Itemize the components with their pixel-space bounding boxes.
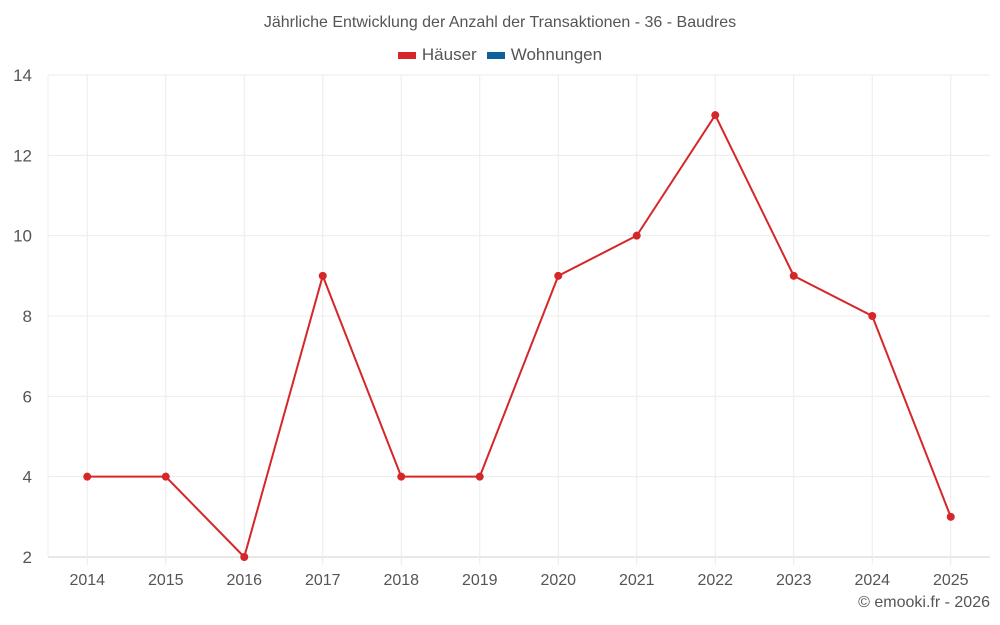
legend: Häuser Wohnungen xyxy=(0,45,1000,65)
x-tick-label: 2025 xyxy=(933,572,969,589)
y-tick-label: 4 xyxy=(23,468,32,487)
data-point[interactable] xyxy=(632,231,641,240)
legend-swatch-icon xyxy=(397,51,416,59)
x-tick-label: 2023 xyxy=(776,572,812,589)
legend-swatch-icon xyxy=(486,51,505,59)
legend-label: Wohnungen xyxy=(510,45,603,64)
x-tick-label: 2018 xyxy=(383,572,419,589)
legend-item-wohnungen[interactable]: Wohnungen xyxy=(486,45,603,65)
x-tick-label: 2014 xyxy=(69,572,105,589)
series-line xyxy=(87,113,952,559)
y-tick-label: 14 xyxy=(13,66,32,85)
legend-label: Häuser xyxy=(421,45,477,64)
y-tick-label: 2 xyxy=(23,548,32,567)
x-tick-label: 2016 xyxy=(226,572,262,589)
y-tick-label: 8 xyxy=(23,307,32,326)
data-point[interactable] xyxy=(240,553,249,561)
data-point[interactable] xyxy=(161,472,170,481)
data-point[interactable] xyxy=(868,312,877,320)
chart-title: Jährliche Entwicklung der Anzahl der Tra… xyxy=(263,14,737,31)
data-point[interactable] xyxy=(397,472,406,481)
x-tick-label: 2015 xyxy=(148,572,184,589)
data-point[interactable] xyxy=(946,512,955,521)
data-point[interactable] xyxy=(554,271,563,280)
x-tick-label: 2021 xyxy=(619,572,655,589)
x-tick-label: 2020 xyxy=(540,572,576,589)
y-tick-label: 6 xyxy=(23,387,32,406)
legend-item-haeuser[interactable]: Häuser xyxy=(397,45,477,65)
data-point[interactable] xyxy=(789,271,798,280)
y-tick-label: 10 xyxy=(13,227,32,246)
data-point[interactable] xyxy=(711,111,720,120)
credit-text: © emooki.fr - 2026 xyxy=(858,594,990,611)
y-tick-label: 12 xyxy=(13,146,32,165)
data-point[interactable] xyxy=(475,472,484,481)
x-tick-label: 2022 xyxy=(697,572,733,589)
x-tick-label: 2024 xyxy=(854,572,890,589)
x-tick-label: 2017 xyxy=(305,572,341,589)
data-point[interactable] xyxy=(318,271,327,280)
data-point[interactable] xyxy=(83,472,92,481)
x-tick-label: 2019 xyxy=(462,572,498,589)
